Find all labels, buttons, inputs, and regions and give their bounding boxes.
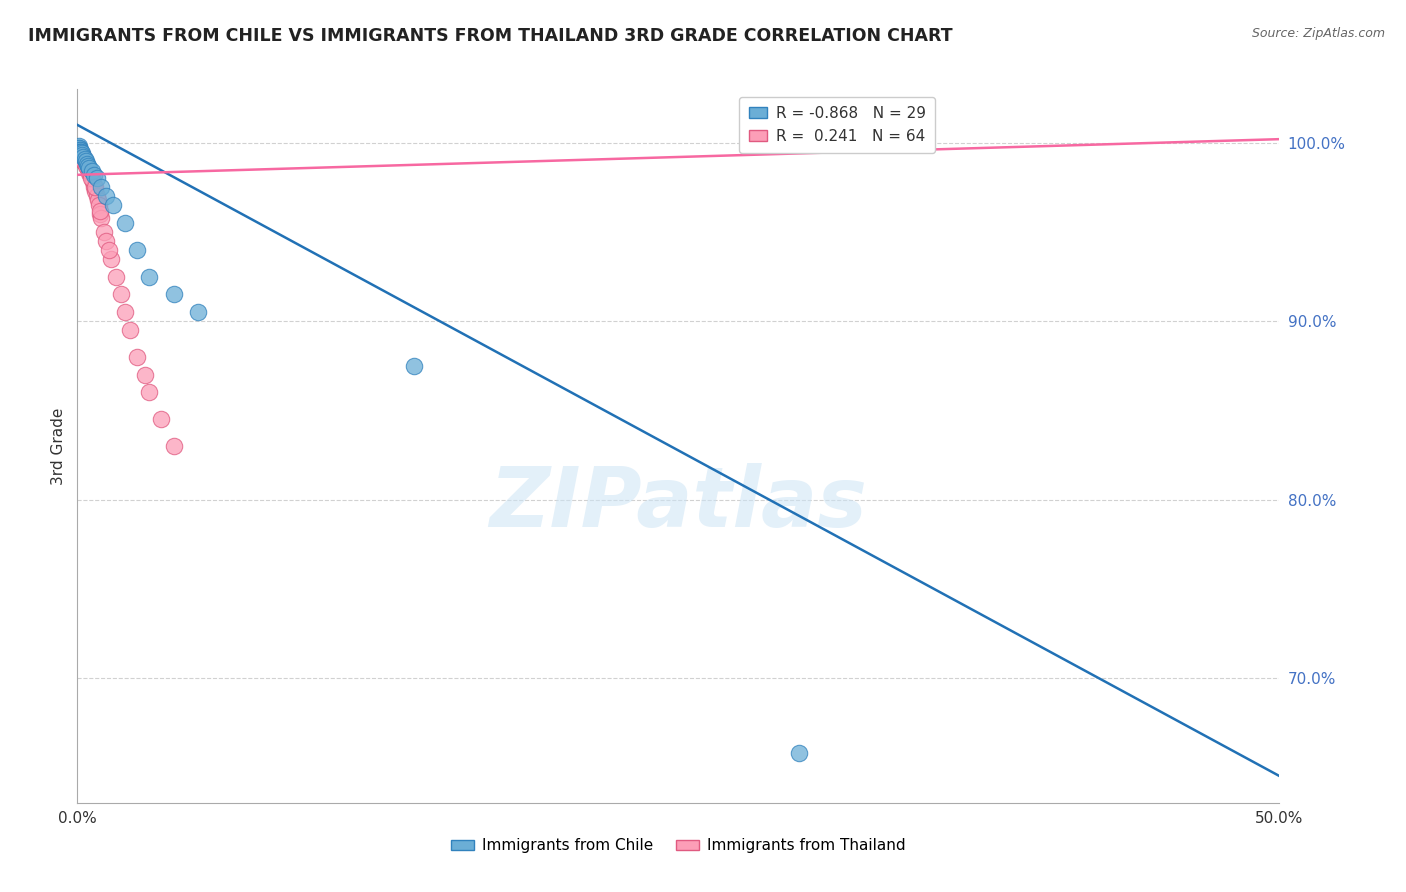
Point [69,146,91,161]
Point [70,145,93,159]
Point [76,157,98,171]
Point [134,368,156,382]
Point [84,184,107,198]
Y-axis label: 3rd Grade: 3rd Grade [51,408,66,484]
Point [69,145,91,159]
Point [86,189,108,203]
Point [76,159,98,173]
Point [70,146,93,161]
Point [79,161,101,175]
Point [104,269,127,284]
Point [67,141,90,155]
Point [70,148,93,162]
Point [127,243,149,257]
Point [138,269,160,284]
Point [90,211,112,225]
Point [87,198,110,212]
Point [138,385,160,400]
Point [73,155,96,169]
Point [69,145,91,159]
Point [787,746,810,760]
Point [103,198,125,212]
Point [77,164,100,178]
Point [80,171,103,186]
Point [67,148,90,162]
Point [75,155,97,169]
Point [83,168,105,182]
Point [73,153,96,168]
Point [93,225,115,239]
Point [73,153,96,168]
Point [162,439,184,453]
Point [69,145,91,159]
Point [69,145,91,159]
Legend: Immigrants from Chile, Immigrants from Thailand: Immigrants from Chile, Immigrants from T… [446,832,911,859]
Text: Source: ZipAtlas.com: Source: ZipAtlas.com [1251,27,1385,40]
Point [69,145,91,159]
Point [70,152,93,166]
Point [114,305,136,319]
Point [86,171,108,186]
Text: IMMIGRANTS FROM CHILE VS IMMIGRANTS FROM THAILAND 3RD GRADE CORRELATION CHART: IMMIGRANTS FROM CHILE VS IMMIGRANTS FROM… [28,27,953,45]
Point [80,171,103,186]
Point [70,148,93,162]
Point [75,153,97,168]
Point [67,145,90,159]
Point [89,203,111,218]
Point [67,145,90,159]
Point [67,145,90,159]
Point [90,180,112,194]
Point [96,234,118,248]
Point [162,287,184,301]
Point [69,143,91,157]
Point [67,145,90,159]
Point [70,146,93,161]
Point [100,252,122,266]
Point [69,148,91,162]
Point [97,243,120,257]
Point [70,148,93,162]
Point [72,150,94,164]
Point [76,161,98,175]
Point [120,323,142,337]
Point [89,207,111,221]
Point [79,168,101,182]
Point [150,412,173,426]
Point [70,148,93,162]
Point [83,180,105,194]
Point [77,162,100,177]
Point [83,180,105,194]
Point [82,175,104,189]
Point [69,143,91,157]
Point [70,146,93,161]
Point [79,166,101,180]
Point [77,159,100,173]
Point [114,216,136,230]
Point [69,150,91,164]
Point [110,287,132,301]
Point [96,189,118,203]
Text: ZIPatlas: ZIPatlas [489,463,868,543]
Point [72,150,94,164]
Point [402,359,425,373]
Point [72,152,94,166]
Point [72,150,94,164]
Point [87,193,110,207]
Point [69,145,91,159]
Point [70,148,93,162]
Point [67,141,90,155]
Point [67,145,90,159]
Point [75,159,97,173]
Point [75,157,97,171]
Point [67,139,90,153]
Point [72,150,94,164]
Point [69,145,91,159]
Point [72,153,94,168]
Point [80,164,103,178]
Point [75,157,97,171]
Point [73,152,96,166]
Point [186,305,209,319]
Point [127,350,149,364]
